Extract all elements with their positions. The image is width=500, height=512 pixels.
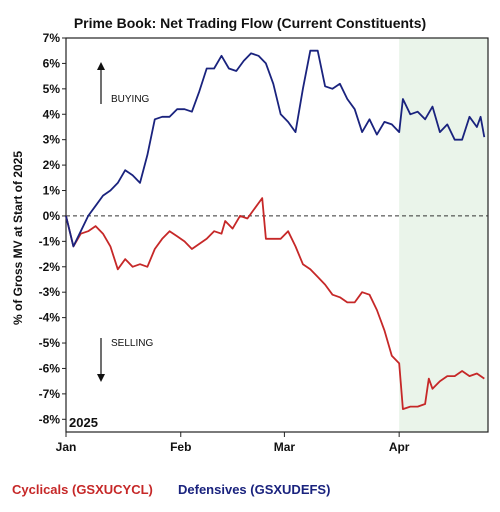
y-tick-label: 3% bbox=[43, 133, 61, 147]
chart-title: Prime Book: Net Trading Flow (Current Co… bbox=[74, 15, 426, 31]
y-axis: 7% 6% 5% 4% 3% 2% 1% 0% -1% -2% -3% -4% -5% -6% -7% -8% bbox=[39, 31, 488, 426]
y-tick-label: 0% bbox=[43, 209, 61, 223]
y-tick-label: -1% bbox=[39, 234, 61, 248]
y-tick-label: 6% bbox=[43, 56, 61, 70]
x-tick-label: Apr bbox=[389, 440, 410, 454]
y-tick-label: 2% bbox=[43, 158, 61, 172]
annotations: BUYING SELLING bbox=[97, 62, 153, 382]
x-tick-label: Mar bbox=[274, 440, 296, 454]
year-label: 2025 bbox=[69, 415, 98, 430]
y-tick-label: 4% bbox=[43, 107, 61, 121]
y-tick-label: -7% bbox=[39, 387, 61, 401]
y-tick-label: -5% bbox=[39, 336, 61, 350]
y-tick-label: 5% bbox=[43, 82, 61, 96]
plot-area bbox=[65, 37, 489, 433]
y-tick-label: -2% bbox=[39, 260, 61, 274]
y-tick-label: 7% bbox=[43, 31, 61, 45]
legend-item-defensives: Defensives (GSXUDEFS) bbox=[178, 482, 330, 497]
buying-arrow-head bbox=[97, 62, 105, 70]
series-layer bbox=[65, 49, 486, 411]
x-axis: Jan Feb Mar Apr 2025 bbox=[56, 415, 410, 454]
y-tick-label: -8% bbox=[39, 412, 61, 426]
y-tick-label: -6% bbox=[39, 361, 61, 375]
x-tick-label: Feb bbox=[170, 440, 191, 454]
series-line-cyclicals bbox=[65, 197, 485, 411]
selling-arrow-head bbox=[97, 374, 105, 382]
series-line-defensives bbox=[65, 49, 486, 248]
selling-label: SELLING bbox=[111, 338, 153, 349]
y-axis-label: % of Gross MV at Start of 2025 bbox=[11, 151, 25, 325]
legend: Cyclicals (GSXUCYCL) Defensives (GSXUDEFS… bbox=[12, 482, 330, 497]
y-tick-label: -3% bbox=[39, 285, 61, 299]
y-tick-label: -4% bbox=[39, 311, 61, 325]
x-tick-label: Jan bbox=[56, 440, 77, 454]
legend-item-cyclicals: Cyclicals (GSXUCYCL) bbox=[12, 482, 153, 497]
shaded-region bbox=[399, 38, 488, 432]
y-tick-label: 1% bbox=[43, 184, 61, 198]
plot-frame bbox=[65, 37, 489, 433]
buying-label: BUYING bbox=[111, 94, 150, 105]
